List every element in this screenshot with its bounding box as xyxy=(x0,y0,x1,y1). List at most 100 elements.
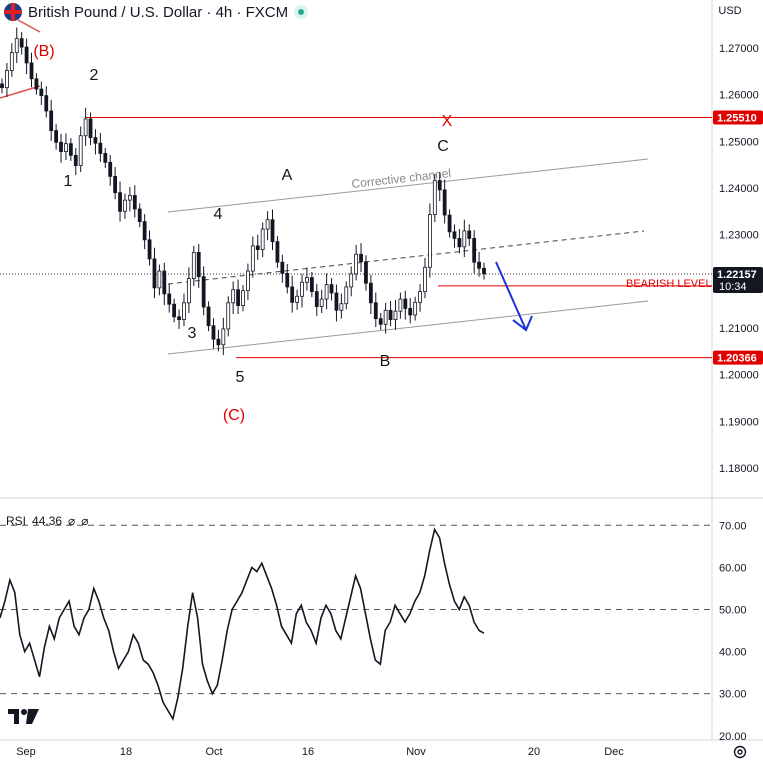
candles-group xyxy=(0,27,486,356)
candle-body xyxy=(383,309,388,325)
candle-body xyxy=(226,302,231,330)
candle-body xyxy=(295,295,300,303)
candle-body xyxy=(314,291,319,307)
candle-body xyxy=(290,286,295,303)
candle-body xyxy=(413,301,418,316)
candle-body xyxy=(319,298,324,307)
candle-body xyxy=(196,251,201,278)
candle-body xyxy=(280,261,285,274)
gbp-usd-flag-icon xyxy=(4,3,22,21)
candle-body xyxy=(427,214,432,268)
y-tick-label: 1.20000 xyxy=(719,370,759,382)
y-tick-label: 1.27000 xyxy=(719,43,759,55)
candle-body xyxy=(123,199,127,212)
candle-body xyxy=(54,130,59,143)
x-tick-label: Dec xyxy=(604,746,624,758)
candle-body xyxy=(378,318,383,325)
candle-body xyxy=(373,302,378,320)
candle-body xyxy=(334,292,339,311)
candle-body xyxy=(108,161,113,177)
rsi-y-tick-label: 40.00 xyxy=(719,647,747,659)
rsi-y-tick-label: 70.00 xyxy=(719,520,747,532)
candle-body xyxy=(432,180,437,216)
bearish-level-label: BEARISH LEVEL xyxy=(626,278,712,290)
market-open-icon[interactable] xyxy=(294,5,309,19)
candle-body xyxy=(250,245,255,272)
projection-arrow-head xyxy=(512,315,533,332)
candle-body xyxy=(142,221,147,241)
candle-body xyxy=(93,137,98,144)
wave-label: 1 xyxy=(64,173,73,190)
candle-body xyxy=(368,282,373,304)
candle-body xyxy=(349,273,354,288)
candle-body xyxy=(452,231,457,239)
candle-body xyxy=(462,230,467,248)
rsi-visibility-icon[interactable]: ⌀ xyxy=(68,514,76,528)
candle-body xyxy=(177,316,181,320)
wave-label: B xyxy=(380,353,391,370)
projection-arrow-line xyxy=(495,261,527,331)
candle-body xyxy=(437,180,442,191)
candle-body xyxy=(137,208,142,223)
candle-body xyxy=(231,289,236,304)
last-price-tag-bg xyxy=(713,267,763,294)
candle-body xyxy=(477,261,481,269)
candle-body xyxy=(127,195,132,201)
y-tick-label: 1.23000 xyxy=(719,230,759,242)
y-tick-label: 1.21000 xyxy=(719,323,759,335)
candle-body xyxy=(88,118,93,139)
y-tick-label: 1.19000 xyxy=(719,416,759,428)
candle-body xyxy=(270,219,275,243)
rsi-header: RSI 44.36 ⌀ ⌀ xyxy=(6,514,89,528)
candle-body xyxy=(300,281,304,297)
candle-body xyxy=(24,46,29,64)
x-tick-label: 18 xyxy=(120,746,132,758)
candle-body xyxy=(59,141,63,152)
settings-gear-icon[interactable] xyxy=(732,744,748,760)
rsi-visibility-icon-2[interactable]: ⌀ xyxy=(81,514,89,528)
candle-body xyxy=(78,135,83,167)
candle-body xyxy=(132,195,137,210)
y-tick-label: 1.24000 xyxy=(719,183,759,195)
candle-body xyxy=(19,38,24,48)
candle-body xyxy=(285,272,290,288)
candle-body xyxy=(64,143,68,153)
candle-body xyxy=(113,175,118,194)
wave-label: C xyxy=(437,138,449,155)
x-tick-label: 20 xyxy=(528,746,540,758)
candle-body xyxy=(157,270,162,289)
candle-body xyxy=(354,253,359,275)
candle-body xyxy=(423,266,427,293)
candle-body xyxy=(329,284,334,294)
x-tick-label: 16 xyxy=(302,746,314,758)
candle-body xyxy=(236,289,240,307)
triangle-upper-line xyxy=(17,19,41,33)
candle-body xyxy=(324,284,329,300)
candle-body xyxy=(344,286,349,305)
candle-body xyxy=(201,276,206,308)
x-tick-label: Oct xyxy=(205,746,222,758)
candle-body xyxy=(206,306,211,327)
candle-body xyxy=(162,270,167,295)
c-low-tag: 1.20366 xyxy=(717,353,757,365)
candle-body xyxy=(14,38,19,54)
candle-body xyxy=(398,298,403,312)
candle-body xyxy=(393,310,398,321)
y-tick-label: 1.26000 xyxy=(719,90,759,102)
chart-header: British Pound / U.S. Dollar · 4h · FXCM xyxy=(0,0,309,24)
candle-body xyxy=(147,239,152,260)
candle-body xyxy=(103,153,108,163)
rsi-y-tick-label: 20.00 xyxy=(719,731,747,743)
candle-body xyxy=(39,88,44,96)
currency-label[interactable]: USD xyxy=(718,5,742,17)
channel-mid-line xyxy=(167,230,645,285)
candle-body xyxy=(118,192,122,212)
level-x-tag-bg xyxy=(713,110,763,125)
candle-body xyxy=(182,302,186,320)
c-low-tag-bg xyxy=(713,350,763,365)
candle-body xyxy=(388,309,393,320)
candle-body xyxy=(83,118,88,137)
wave-label: 3 xyxy=(188,325,197,342)
candle-body xyxy=(359,253,363,263)
